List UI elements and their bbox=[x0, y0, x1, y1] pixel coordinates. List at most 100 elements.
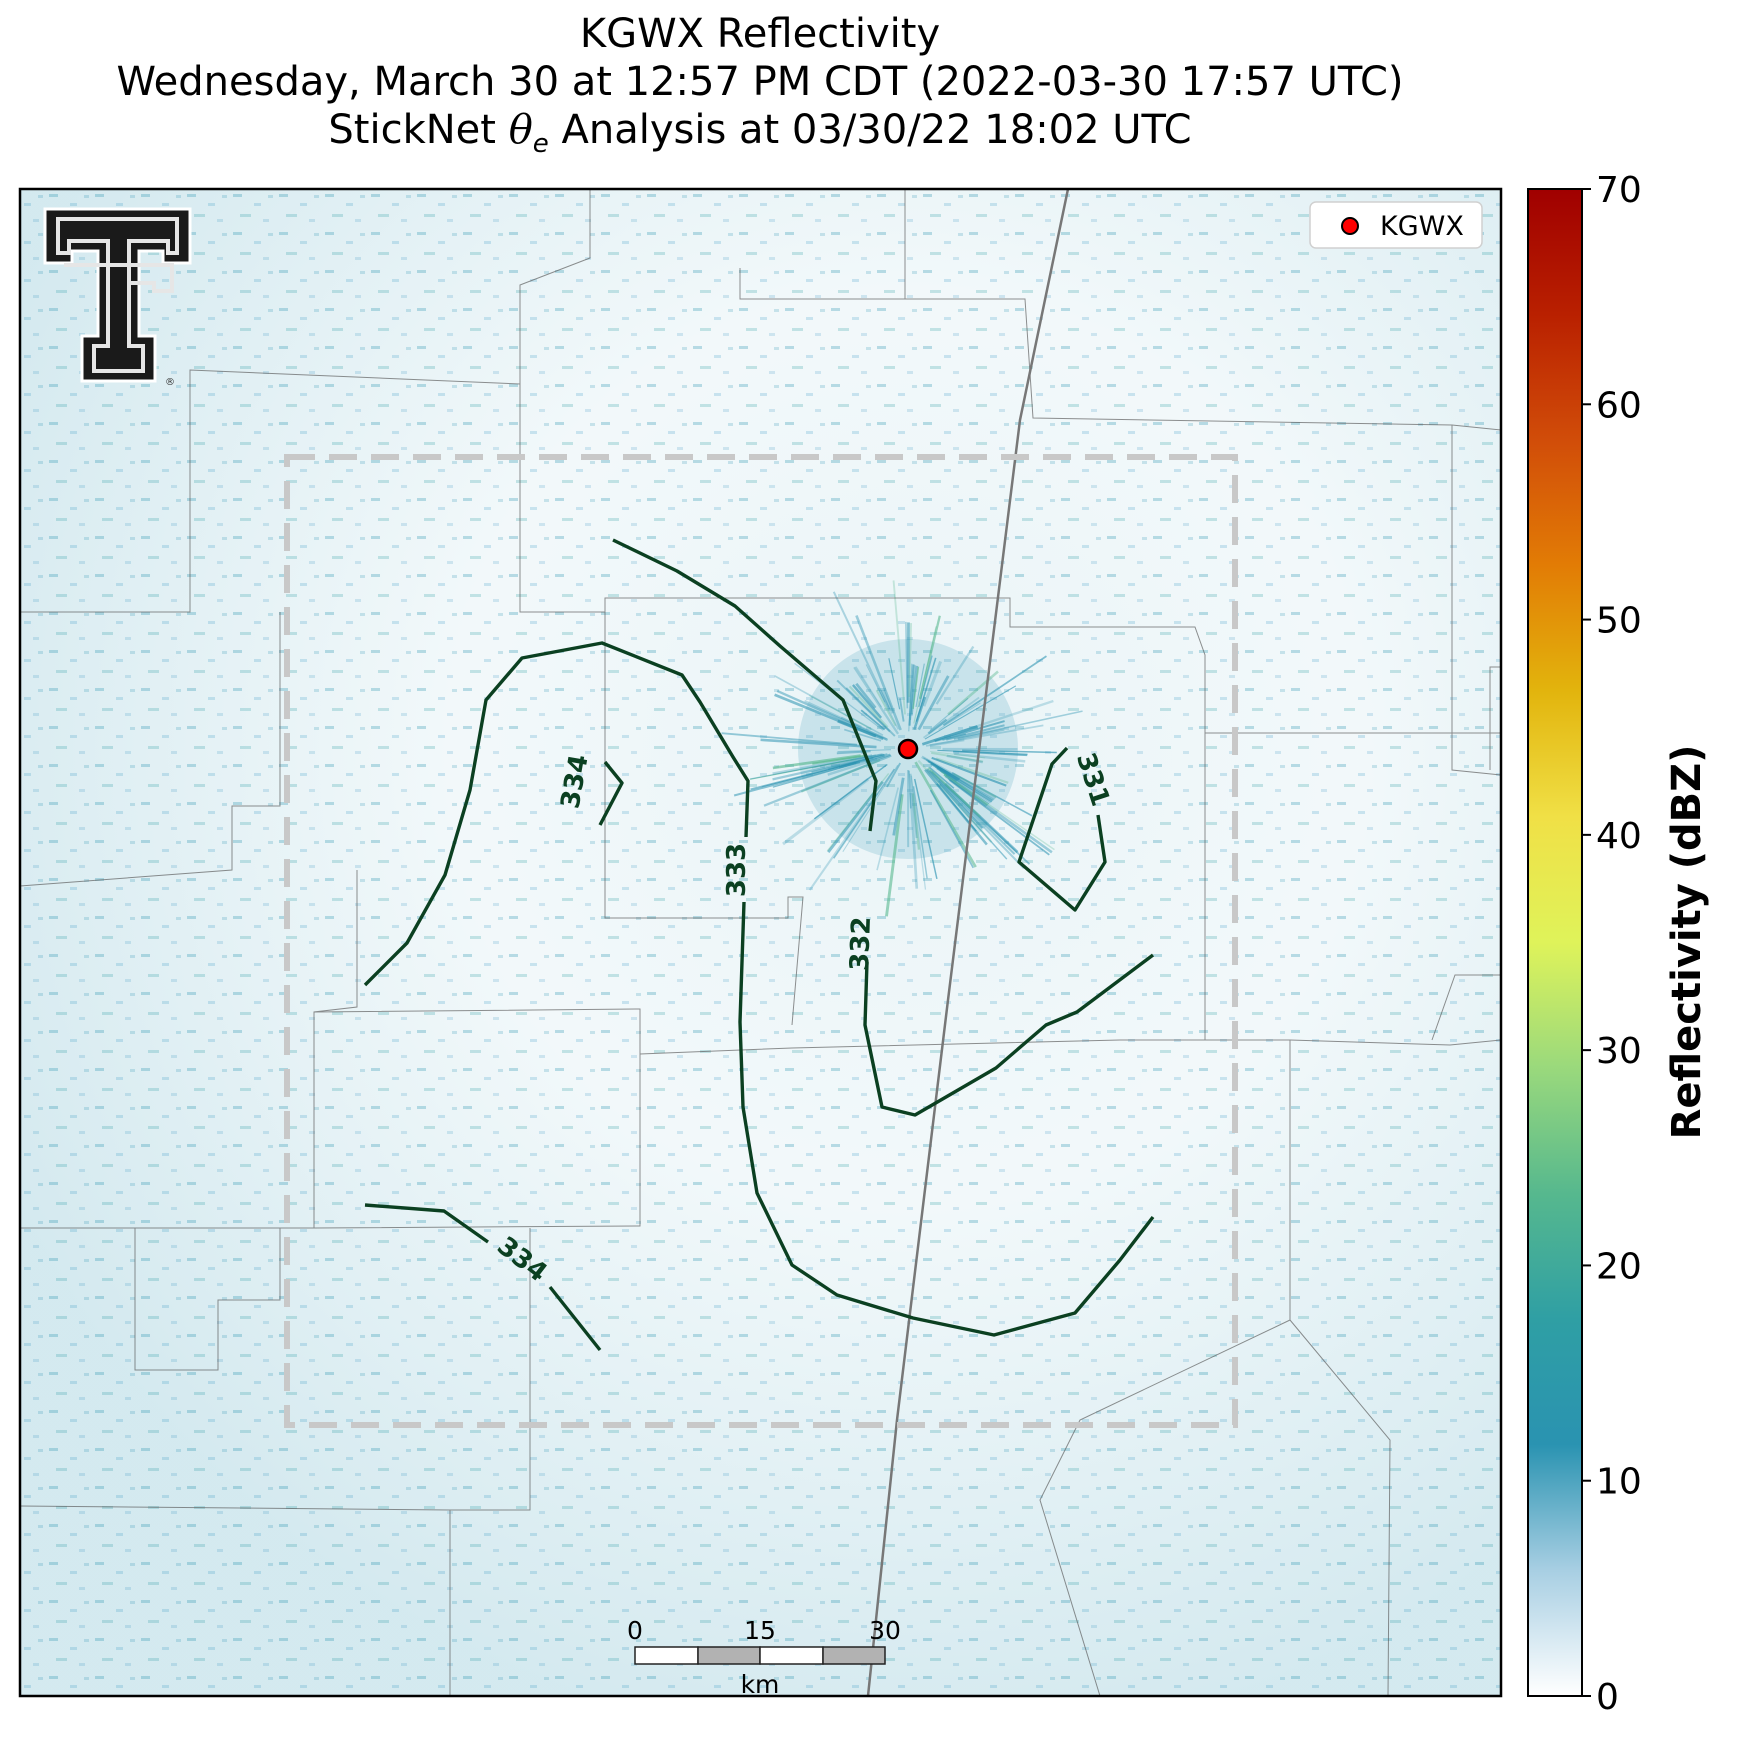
clutter-streak bbox=[910, 665, 919, 715]
clutter-streak bbox=[880, 689, 891, 710]
clutter-streak bbox=[776, 689, 889, 742]
contour-334-lower-end bbox=[548, 1285, 602, 1352]
scale-tick-15: 15 bbox=[744, 1616, 776, 1645]
clutter-streak bbox=[922, 660, 943, 707]
clutter-streak bbox=[749, 753, 882, 780]
colorbar-tick-label: 50 bbox=[1596, 601, 1642, 642]
clutter-streak bbox=[954, 752, 1026, 763]
clutter-streak bbox=[842, 764, 899, 853]
clutter-streak bbox=[811, 753, 888, 773]
contour-label-332: 332 bbox=[845, 916, 877, 971]
map-legend: KGWX bbox=[1309, 201, 1483, 249]
colorbar-body bbox=[1527, 188, 1583, 1697]
clutter-streak bbox=[944, 774, 1053, 854]
clutter-streak bbox=[918, 655, 933, 708]
contour-333-lower bbox=[738, 901, 1155, 1337]
clutter-streak bbox=[936, 767, 958, 783]
scale-segment bbox=[697, 1646, 761, 1665]
clutter-streak bbox=[948, 779, 1050, 856]
clutter-streak bbox=[881, 689, 895, 714]
scale-segment bbox=[759, 1646, 824, 1665]
logo-registered-mark: ® bbox=[165, 377, 175, 388]
clutter-streak bbox=[913, 626, 937, 724]
clutter-streak bbox=[721, 732, 858, 746]
clutter-streak bbox=[875, 689, 897, 727]
county-line bbox=[1039, 1040, 1291, 1696]
clutter-streak bbox=[929, 697, 969, 731]
clutter-streak bbox=[813, 763, 888, 820]
clutter-streak bbox=[833, 768, 895, 859]
clutter-streak bbox=[926, 768, 984, 829]
kgwx-radar-marker bbox=[897, 738, 919, 760]
clutter-streak bbox=[750, 757, 874, 791]
clutter-streak bbox=[899, 698, 905, 722]
clutter-streak bbox=[888, 658, 901, 710]
clutter-streak bbox=[912, 786, 928, 879]
clutter-streak bbox=[942, 655, 1047, 727]
clutter-streak bbox=[865, 753, 891, 764]
clutter-streak bbox=[917, 675, 950, 731]
scale-segment bbox=[634, 1646, 699, 1665]
clutter-streak bbox=[923, 696, 980, 739]
clutter-streak bbox=[774, 693, 884, 741]
clutter-streak bbox=[885, 794, 904, 917]
texas-tech-double-t-logo: ® bbox=[43, 207, 192, 388]
clutter-streak bbox=[800, 759, 881, 793]
clutter-streak bbox=[878, 689, 900, 730]
clutter-streak bbox=[951, 772, 1033, 817]
map-panel: 334 333 332 331 334 KGWX 0 15 30 km bbox=[18, 187, 1503, 1699]
county-line bbox=[519, 384, 1501, 734]
county-line bbox=[20, 1505, 451, 1511]
clutter-streak bbox=[938, 779, 1025, 869]
clutter-streak bbox=[929, 738, 965, 747]
county-line bbox=[1431, 974, 1501, 1041]
county-line bbox=[1289, 1319, 1391, 1696]
clutter-streak bbox=[913, 696, 927, 731]
clutter-streak bbox=[852, 684, 883, 719]
clutter-streak bbox=[838, 753, 885, 769]
reflectivity-field bbox=[20, 189, 1501, 1696]
clutter-streak bbox=[921, 725, 978, 746]
clutter-streak bbox=[944, 782, 1019, 854]
contour-333-upper bbox=[363, 641, 750, 987]
clutter-streak bbox=[942, 733, 967, 741]
clutter-streak bbox=[760, 738, 877, 749]
colorbar: 0 10 20 30 40 50 60 70 Reflectivity (dBZ) bbox=[1527, 170, 1710, 1718]
contour-334-inner bbox=[598, 760, 624, 826]
county-line bbox=[739, 268, 1501, 431]
colorbar-ticks: 0 10 20 30 40 50 60 70 bbox=[1582, 170, 1642, 1718]
clutter-streak bbox=[826, 772, 890, 852]
clutter-streak bbox=[945, 724, 1005, 741]
clutter-streak bbox=[827, 760, 861, 771]
clutter-streak bbox=[935, 757, 1009, 784]
theta-subscript: e bbox=[532, 129, 549, 159]
legend-radar-label: KGWX bbox=[1380, 211, 1464, 242]
clutter-streak bbox=[836, 679, 891, 733]
colorbar-tick-label: 0 bbox=[1596, 1677, 1619, 1718]
clutter-streak bbox=[804, 699, 888, 740]
clutter-streak bbox=[908, 623, 913, 698]
contour-332-upper bbox=[612, 538, 878, 832]
clutter-streak bbox=[943, 773, 989, 807]
clutter-streak bbox=[860, 709, 886, 731]
clutter-streak bbox=[832, 591, 891, 710]
contour-label-333: 333 bbox=[722, 843, 752, 897]
clutter-streak bbox=[808, 792, 878, 891]
clutter-streak bbox=[911, 793, 920, 850]
scale-tick-0: 0 bbox=[627, 1616, 643, 1645]
map-frame bbox=[18, 187, 1503, 1698]
clutter-streak bbox=[928, 766, 955, 789]
county-line bbox=[604, 612, 804, 1026]
title-line-2: Wednesday, March 30 at 12:57 PM CDT (202… bbox=[116, 59, 1404, 105]
scale-tick-30: 30 bbox=[869, 1616, 901, 1645]
clutter-streak bbox=[918, 615, 941, 700]
clutter-streak bbox=[953, 710, 1083, 740]
clutter-streak bbox=[876, 787, 899, 871]
clutter-streak bbox=[931, 756, 1007, 787]
county-line bbox=[134, 1228, 281, 1371]
colorbar-tick-label: 60 bbox=[1596, 385, 1642, 426]
clutter-streak bbox=[855, 615, 902, 731]
scale-unit: km bbox=[741, 1670, 780, 1699]
clutter-streak bbox=[935, 645, 975, 705]
